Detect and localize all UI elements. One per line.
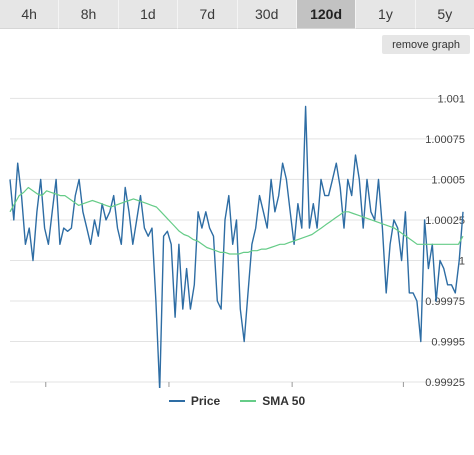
range-tab-8h[interactable]: 8h: [59, 0, 119, 29]
legend-label-sma: SMA 50: [262, 394, 306, 408]
y-tick-label: 1.00025: [425, 215, 465, 227]
range-tab-1y[interactable]: 1y: [356, 0, 416, 29]
legend-item-price[interactable]: Price: [168, 394, 221, 408]
range-tab-7d[interactable]: 7d: [178, 0, 238, 29]
range-tab-120d[interactable]: 120d: [296, 0, 357, 29]
y-tick-label: 0.9995: [431, 336, 465, 348]
range-tab-4h[interactable]: 4h: [0, 0, 60, 29]
price-chart: 1.001 1.00075 1.0005 1.00025 1 0.99975 0.9995 0…: [9, 93, 465, 388]
y-tick-label: 0.99925: [425, 377, 465, 388]
y-tick-label: 1.0005: [431, 174, 465, 186]
legend-item-sma[interactable]: SMA 50: [240, 394, 305, 408]
series-line-sma-50: [9, 186, 464, 255]
range-tab-5y[interactable]: 5y: [415, 0, 474, 29]
chart-legend: Price SMA 50: [0, 393, 474, 409]
y-tick-label: 1: [459, 255, 465, 267]
y-tick-label: 1.00075: [425, 134, 465, 146]
sma-legend-swatch: [240, 400, 257, 402]
y-tick-label: 1.001: [437, 93, 465, 105]
time-range-selector: 4h 8h 1d 7d 30d 120d 1y 5y: [0, 0, 474, 30]
range-tab-30d[interactable]: 30d: [237, 0, 297, 29]
series-line-price: [9, 105, 464, 388]
price-legend-swatch: [168, 400, 185, 402]
legend-label-price: Price: [190, 394, 221, 408]
y-tick-label: 0.99975: [425, 296, 465, 308]
range-tab-1d[interactable]: 1d: [118, 0, 179, 29]
remove-graph-button[interactable]: remove graph: [382, 35, 470, 54]
